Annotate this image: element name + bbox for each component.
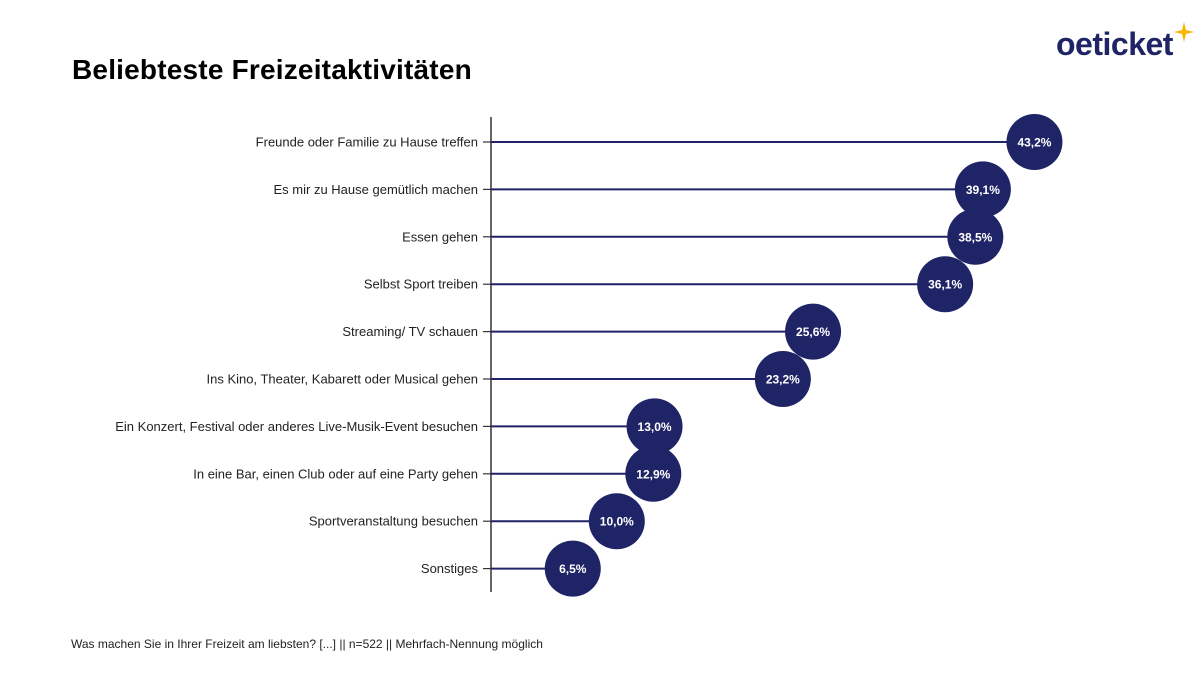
logo-text: oeticket (1056, 26, 1173, 62)
value-label: 36,1% (928, 278, 962, 292)
category-label: Essen gehen (402, 229, 478, 244)
category-label: Ins Kino, Theater, Kabarett oder Musical… (207, 372, 478, 387)
lollipop-marker (754, 351, 811, 407)
category-label: Freunde oder Familie zu Hause treffen (256, 135, 478, 150)
value-label: 25,6% (796, 325, 830, 339)
value-label: 38,5% (958, 230, 992, 244)
oeticket-logo[interactable]: oeticket (1056, 22, 1196, 70)
category-label: Sonstiges (421, 561, 479, 576)
category-label: Ein Konzert, Festival oder anderes Live-… (115, 419, 478, 434)
value-label: 23,2% (766, 373, 800, 387)
lollipop-marker (954, 161, 1011, 218)
lollipop-marker (947, 208, 1004, 265)
value-label: 39,1% (966, 183, 1000, 197)
sparkle-star-icon (1174, 22, 1194, 42)
value-label: 13,0% (638, 420, 672, 434)
lollipop-marker (544, 540, 601, 597)
value-label: 43,2% (1017, 136, 1051, 150)
lollipop-marker (1006, 114, 1063, 170)
category-label: In eine Bar, einen Club oder auf eine Pa… (193, 466, 478, 481)
category-label: Es mir zu Hause gemütlich machen (274, 182, 478, 197)
lollipop-marker (625, 445, 682, 502)
value-label: 10,0% (600, 515, 634, 529)
value-label: 6,5% (559, 562, 587, 576)
category-label: Streaming/ TV schauen (342, 324, 478, 339)
lollipop-marker (917, 256, 974, 313)
lollipop-marker (588, 493, 645, 550)
category-label: Selbst Sport treiben (364, 277, 478, 292)
value-label: 12,9% (636, 467, 670, 481)
chart-title: Beliebteste Freizeitaktivitäten (72, 54, 472, 85)
lollipop-marker (785, 303, 842, 360)
footnote: Was machen Sie in Ihrer Freizeit am lieb… (71, 637, 543, 651)
lollipop-marker (626, 398, 683, 455)
category-label: Sportveranstaltung besuchen (309, 514, 478, 529)
